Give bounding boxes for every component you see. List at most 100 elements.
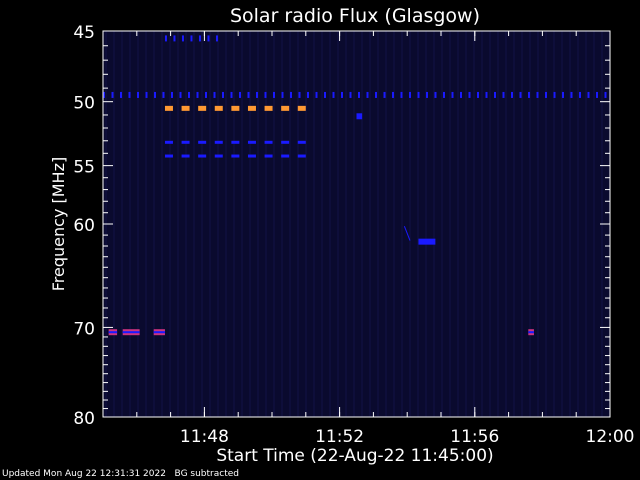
signal-dash <box>231 140 240 144</box>
signal-dot <box>587 91 590 98</box>
spectrogram-features <box>103 31 607 417</box>
signal-dot <box>443 91 445 98</box>
signal-dot <box>290 91 292 98</box>
signal-dot <box>494 91 496 98</box>
signal-dot <box>164 35 167 42</box>
feature-interference-54-3 <box>164 154 306 158</box>
signal-dot <box>579 91 581 98</box>
signal-dot <box>426 91 428 98</box>
x-axis-label: Start Time (22-Aug-22 11:45:00) <box>216 446 493 466</box>
signal-dot <box>171 91 173 98</box>
updated-timestamp: Updated Mon Aug 22 12:31:31 2022 <box>2 469 166 479</box>
y-tick-label: 80 <box>73 409 95 429</box>
feature-interference-49-5 <box>103 91 607 98</box>
feature-interference-45-5 <box>164 35 218 42</box>
signal-dot <box>103 91 105 98</box>
drift-line <box>403 226 411 241</box>
feature-interference-50-5 <box>164 105 306 111</box>
x-tick-label: 11:52 <box>315 427 364 447</box>
signal-dash <box>297 105 306 111</box>
signal-dot <box>366 91 369 98</box>
signal-dot <box>256 91 258 98</box>
signal-dash <box>198 154 207 158</box>
signal-dash <box>181 105 190 111</box>
signal-dot <box>181 35 184 42</box>
signal-dot <box>230 91 233 98</box>
signal-dash <box>164 140 173 144</box>
signal-dash <box>231 105 240 111</box>
signal-dot <box>298 91 301 98</box>
x-tick-label: 11:56 <box>450 427 499 447</box>
signal-dot <box>434 91 437 98</box>
signal-dot <box>528 91 530 98</box>
y-axis-label: Frequency [MHz] <box>49 157 68 291</box>
signal-dot <box>162 91 165 98</box>
signal-dot <box>349 91 352 98</box>
signal-dot <box>281 91 284 98</box>
feature-burst-70-5-c <box>153 329 165 336</box>
signal-dash <box>281 140 290 144</box>
signal-dot <box>553 91 556 98</box>
signal-dot <box>179 91 182 98</box>
feature-interference-53-2 <box>164 140 306 144</box>
signal-dot <box>502 91 505 98</box>
feature-spot-61-6 <box>418 238 436 245</box>
signal-dash <box>264 140 273 144</box>
signal-dash <box>164 105 173 111</box>
y-tick-label: 55 <box>73 158 95 178</box>
signal-dash <box>198 105 207 111</box>
bg-subtracted-note: BG subtracted <box>174 469 239 479</box>
signal-dot <box>511 91 513 98</box>
signal-dot <box>358 91 360 98</box>
signal-dash <box>231 154 240 158</box>
signal-dot <box>332 91 335 98</box>
signal-dot <box>383 91 386 98</box>
signal-dash <box>214 154 223 158</box>
signal-mark <box>418 238 436 245</box>
feature-drift-60-61 <box>403 226 411 241</box>
signal-dash <box>181 154 190 158</box>
feature-burst-70-5-a <box>108 329 118 336</box>
signal-dash <box>247 154 256 158</box>
signal-dot <box>145 91 148 98</box>
signal-dot <box>154 91 156 98</box>
signal-dot <box>570 91 573 98</box>
signal-dot <box>264 91 267 98</box>
signal-dot <box>315 91 318 98</box>
signal-dot <box>324 91 326 98</box>
signal-dot <box>485 91 488 98</box>
signal-dash <box>214 140 223 144</box>
signal-dash <box>214 105 223 111</box>
y-tick-label: 50 <box>73 94 95 114</box>
signal-dash <box>281 154 290 158</box>
y-tick-label: 45 <box>73 23 95 43</box>
feature-burst-70-5-d <box>528 329 534 336</box>
signal-dash <box>181 140 190 144</box>
signal-core <box>528 331 534 334</box>
signal-dot <box>222 91 224 98</box>
signal-dot <box>137 91 139 98</box>
x-axis: 11:48 11:52 11:56 12:00 <box>136 31 635 447</box>
signal-dot <box>128 91 131 98</box>
signal-dot <box>604 91 607 98</box>
signal-dot <box>417 91 420 98</box>
feature-burst-70-5-b <box>122 329 140 336</box>
signal-dot <box>375 91 377 98</box>
signal-dash <box>297 154 306 158</box>
signal-dot <box>468 91 471 98</box>
signal-dot <box>198 35 201 42</box>
signal-dot <box>400 91 403 98</box>
signal-dot <box>247 91 250 98</box>
signal-dot <box>562 91 564 98</box>
signal-core <box>108 331 118 334</box>
signal-core <box>122 331 140 334</box>
signal-dot <box>341 91 343 98</box>
signal-dot <box>460 91 462 98</box>
signal-dot <box>213 91 216 98</box>
x-tick-label: 12:00 <box>586 427 635 447</box>
signal-dot <box>188 91 190 98</box>
signal-dot <box>273 91 275 98</box>
signal-dot <box>120 91 122 98</box>
signal-dot <box>207 35 210 42</box>
